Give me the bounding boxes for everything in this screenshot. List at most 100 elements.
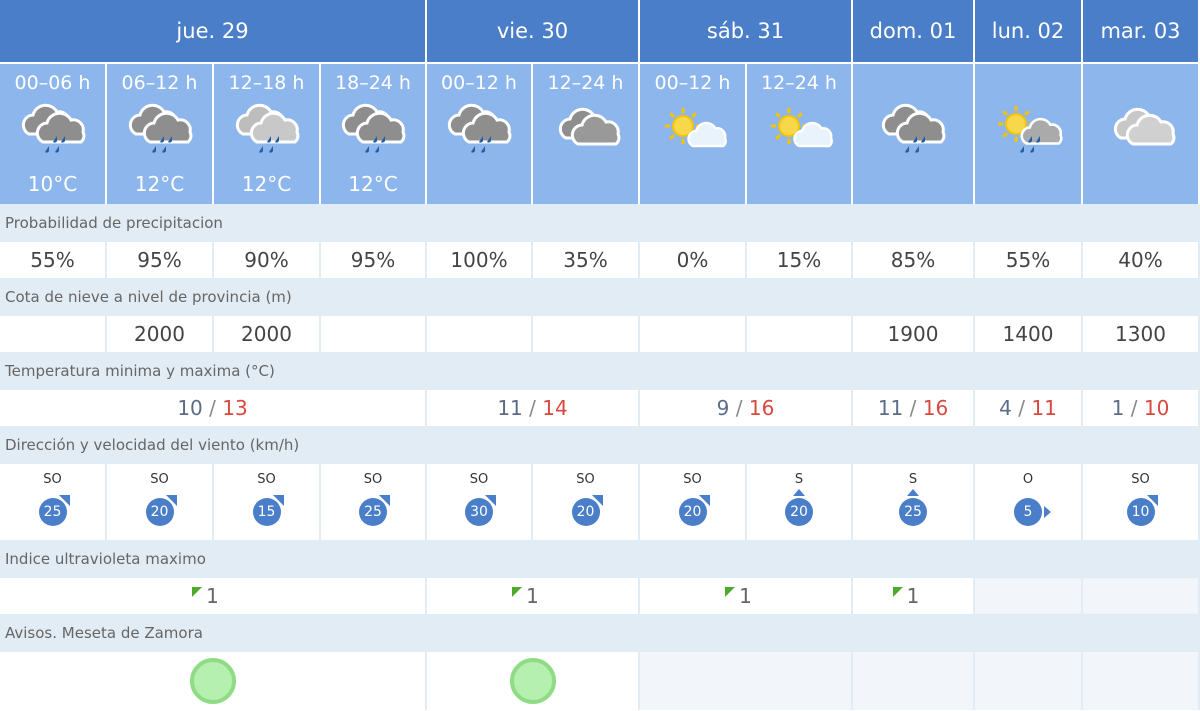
period-cell: 18–24 h 12°C [321, 64, 427, 204]
period-temperature: 10°C [27, 172, 78, 196]
snow-level-value: 1400 [975, 316, 1083, 352]
period-label: 00–06 h [14, 72, 91, 94]
weather-rain-heavy-cloud-icon [15, 96, 91, 168]
period-cell [1083, 64, 1200, 204]
aviso-green-icon[interactable] [189, 658, 236, 704]
period-label: 12–24 h [547, 72, 624, 94]
temp-range: 1 / 10 [1083, 390, 1200, 426]
uv-cell: 1 [853, 578, 975, 614]
temp-min: 11 [877, 396, 904, 420]
precip-value: 35% [533, 242, 640, 278]
snow-level-value: 2000 [107, 316, 214, 352]
wind-arrow-icon [272, 495, 284, 506]
aviso-cell [1083, 652, 1200, 710]
period-label: 00–12 h [441, 72, 517, 94]
period-cell: 00–06 h 10°C [0, 64, 107, 204]
wind-direction: SO [1131, 472, 1150, 487]
uv-level-icon [725, 587, 736, 597]
wind-speed: 20 [790, 504, 808, 520]
temp-min: 4 [999, 396, 1012, 420]
wind-cell: SO 25 [321, 464, 427, 540]
uv-cell [1083, 578, 1200, 614]
wind-speed: 15 [257, 504, 276, 520]
wind-cell: SO 20 [640, 464, 747, 540]
period-label: 12–24 h [761, 72, 837, 94]
snow-level-value [321, 316, 427, 352]
aviso-cell[interactable] [427, 652, 640, 710]
snow-level-value [427, 316, 533, 352]
wind-direction: SO [469, 472, 489, 487]
weather-cloudy-icon [548, 96, 624, 168]
temp-range: 4 / 11 [975, 390, 1083, 426]
wind-speed-badge: 10 [1126, 495, 1158, 526]
uv-value: 1 [739, 584, 752, 608]
uv-index: 1 [892, 584, 920, 608]
wind-speed-badge: 20 [571, 495, 603, 526]
uv-cell: 1 [640, 578, 853, 614]
temp-max: 13 [222, 396, 248, 420]
aviso-cell[interactable] [0, 652, 427, 710]
weather-rain-heavy-cloud-icon [875, 96, 951, 168]
wind-speed: 20 [150, 504, 169, 520]
temp-max: 16 [922, 396, 949, 420]
period-temperature: 12°C [348, 172, 398, 196]
day-header: vie. 30 [427, 0, 640, 64]
wind-arrow-icon [58, 495, 70, 506]
snow-level-value: 1300 [1083, 316, 1200, 352]
snow-level-value [747, 316, 853, 352]
period-cell: 12–24 h [533, 64, 640, 204]
row-label-wind: Dirección y velocidad del viento (km/h) [0, 426, 1200, 464]
wind-arrow-icon [1146, 495, 1158, 506]
temp-min: 11 [497, 396, 523, 420]
wind-direction: O [1022, 472, 1034, 487]
weather-sun-cloud-icon [655, 96, 731, 168]
uv-level-icon [892, 587, 903, 597]
temp-separator: / [1011, 396, 1032, 420]
precip-value: 55% [975, 242, 1083, 278]
period-cell: 12–18 h 12°C [214, 64, 321, 204]
wind-arrow-icon [793, 489, 805, 496]
temp-separator: / [202, 396, 223, 420]
aviso-cell [853, 652, 975, 710]
weather-rain-heavy-cloud-icon [122, 96, 198, 168]
wind-direction: SO [363, 472, 383, 487]
temp-range: 10 / 13 [0, 390, 427, 426]
weather-rain-heavy-cloud-icon [441, 96, 517, 168]
uv-index: 1 [725, 584, 752, 608]
snow-level-value [533, 316, 640, 352]
wind-cell: SO 30 [427, 464, 533, 540]
uv-value: 1 [526, 584, 539, 608]
wind-direction: SO [43, 472, 62, 487]
wind-arrow-icon [165, 495, 177, 506]
wind-direction: S [794, 472, 804, 487]
wind-arrow-icon [1044, 506, 1051, 518]
wind-speed: 10 [1131, 504, 1150, 520]
wind-cell: SO 10 [1083, 464, 1200, 540]
wind-cell: S 20 [747, 464, 853, 540]
precip-value: 95% [107, 242, 214, 278]
temp-min: 9 [716, 396, 730, 420]
precip-value: 55% [0, 242, 107, 278]
wind-speed-badge: 5 [1014, 498, 1051, 526]
wind-direction: S [908, 472, 918, 487]
wind-speed: 20 [683, 504, 702, 520]
row-label-avisos: Avisos. Meseta de Zamora [0, 614, 1200, 652]
wind-speed: 25 [364, 504, 382, 520]
row-label-temp: Temperatura minima y maxima (°C) [0, 352, 1200, 390]
wind-speed: 25 [904, 504, 922, 520]
period-label: 18–24 h [335, 72, 411, 94]
uv-cell [975, 578, 1083, 614]
snow-level-value: 2000 [214, 316, 321, 352]
weather-rain-heavy-cloud-icon [335, 96, 411, 168]
row-label-snow: Cota de nieve a nivel de provincia (m) [0, 278, 1200, 316]
uv-value: 1 [206, 584, 219, 608]
wind-speed-badge: 25 [38, 495, 70, 526]
wind-speed-badge: 30 [465, 495, 496, 526]
aviso-green-icon[interactable] [509, 658, 556, 704]
uv-value: 1 [906, 584, 920, 608]
weather-sun-cloud-icon [761, 96, 837, 168]
temp-range: 11 / 14 [427, 390, 640, 426]
temp-separator: / [729, 396, 749, 420]
